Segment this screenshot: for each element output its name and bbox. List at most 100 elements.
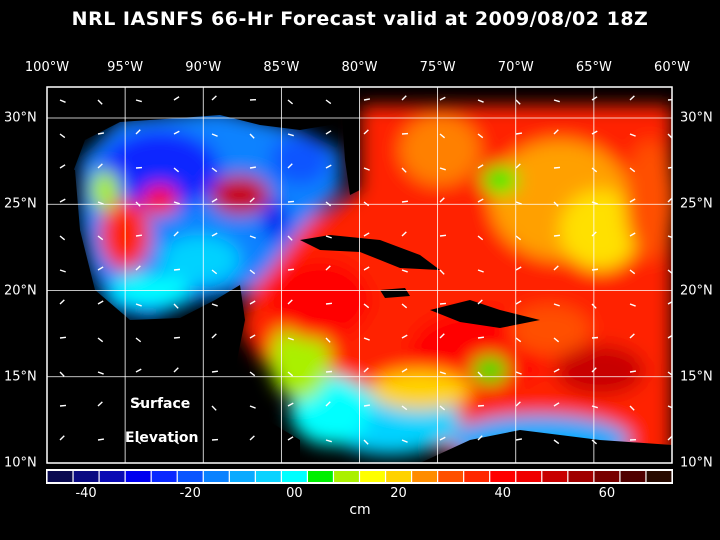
- current-arrow: [325, 370, 333, 373]
- current-arrow: [553, 166, 561, 169]
- colorbar-swatch: [151, 471, 177, 482]
- colorbar-swatch: [594, 471, 620, 482]
- current-arrow: [59, 133, 66, 139]
- current-arrow: [401, 167, 407, 173]
- current-arrow: [667, 300, 672, 305]
- current-arrow: [59, 336, 67, 339]
- colorbar-unit: cm: [349, 502, 371, 518]
- colorbar: [46, 469, 673, 484]
- current-arrow: [249, 166, 257, 169]
- current-arrow: [287, 436, 294, 441]
- current-arrow: [477, 198, 484, 203]
- current-arrow: [325, 401, 331, 407]
- current-arrow: [401, 231, 407, 237]
- current-arrow: [135, 402, 142, 407]
- colorbar-tick-label: 00: [286, 486, 303, 501]
- current-arrow: [249, 133, 255, 139]
- current-arrow: [553, 99, 560, 103]
- current-vectors: [59, 95, 672, 445]
- current-arrow: [249, 235, 256, 239]
- colorbar-tick-label: 40: [494, 486, 511, 501]
- current-arrow: [173, 130, 180, 135]
- current-arrow: [363, 337, 370, 341]
- colorbar-swatch: [47, 471, 73, 482]
- lat-label: 10°N: [680, 455, 713, 471]
- current-arrow: [553, 337, 560, 343]
- current-arrow: [325, 99, 332, 105]
- current-arrow: [629, 198, 636, 203]
- current-arrow: [629, 303, 636, 307]
- current-arrow: [173, 231, 179, 237]
- current-arrow: [249, 405, 256, 409]
- current-arrow: [553, 368, 560, 373]
- current-arrow: [477, 269, 484, 273]
- colorbar-swatch: [281, 471, 307, 482]
- current-arrow: [515, 438, 523, 441]
- current-arrow: [363, 266, 370, 271]
- current-arrow: [477, 99, 484, 103]
- current-arrow: [173, 268, 181, 271]
- current-arrow: [249, 334, 256, 339]
- lat-label: 15°N: [680, 369, 713, 385]
- current-arrow: [477, 235, 484, 241]
- colorbar-swatch: [177, 471, 203, 482]
- current-arrow: [287, 99, 294, 105]
- current-arrow: [97, 201, 104, 205]
- current-arrow: [477, 299, 483, 305]
- lat-label: 15°N: [4, 369, 37, 385]
- current-arrow: [401, 303, 408, 309]
- current-arrow: [591, 201, 598, 205]
- current-arrow: [515, 132, 523, 135]
- current-arrow: [629, 133, 636, 137]
- lon-label: 75°W: [419, 60, 456, 75]
- colorbar-tick-label: -40: [75, 486, 97, 501]
- current-arrow: [173, 201, 180, 205]
- current-arrow: [173, 439, 180, 445]
- current-arrow: [591, 130, 598, 135]
- lat-label: 30°N: [4, 110, 37, 126]
- colorbar-swatch: [438, 471, 464, 482]
- current-arrow: [59, 198, 66, 203]
- current-arrow: [135, 265, 141, 271]
- current-arrow: [591, 167, 598, 173]
- current-arrow: [59, 164, 66, 169]
- current-arrow: [211, 198, 218, 203]
- current-arrow: [667, 405, 672, 409]
- current-arrow: [629, 405, 635, 411]
- current-arrow: [287, 402, 294, 407]
- current-arrow: [439, 436, 446, 441]
- lat-label: 25°N: [680, 196, 713, 212]
- current-arrow: [135, 234, 143, 237]
- current-arrow: [97, 371, 104, 375]
- lat-label: 10°N: [4, 455, 37, 471]
- lat-label: 20°N: [680, 283, 713, 298]
- lat-label: 25°N: [4, 196, 37, 212]
- current-arrow: [629, 232, 636, 237]
- current-arrow: [591, 96, 598, 101]
- current-arrow: [135, 337, 142, 343]
- current-arrow: [591, 367, 597, 373]
- current-arrow: [325, 164, 332, 169]
- current-arrow: [97, 300, 104, 305]
- colorbar-swatch: [620, 471, 646, 482]
- current-arrow: [97, 438, 105, 441]
- current-arrow: [325, 235, 332, 239]
- colorbar-swatch: [73, 471, 99, 482]
- colorbar-swatch: [360, 471, 385, 482]
- colorbar-swatch: [255, 471, 281, 482]
- current-arrow: [249, 269, 256, 275]
- current-arrow: [59, 299, 65, 305]
- colorbar-tick-label: 20: [390, 486, 407, 501]
- colorbar-swatch: [334, 471, 359, 482]
- current-arrow: [211, 269, 218, 275]
- current-arrow: [287, 133, 294, 137]
- current-arrow: [135, 368, 142, 373]
- current-arrow: [287, 268, 295, 271]
- current-arrow: [173, 405, 180, 409]
- current-arrow: [591, 405, 598, 409]
- current-arrow: [135, 129, 141, 135]
- current-arrow: [287, 299, 293, 305]
- current-arrow: [211, 95, 217, 101]
- current-arrow: [401, 95, 407, 101]
- colorbar-swatch: [99, 471, 125, 482]
